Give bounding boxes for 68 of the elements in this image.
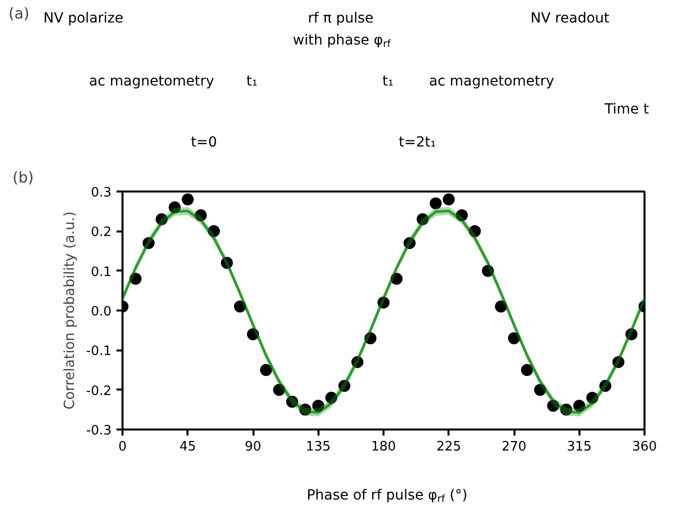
point — [547, 400, 560, 412]
y-tick-label: 0.2 — [90, 225, 112, 240]
point — [273, 384, 286, 396]
x-tick-label: 90 — [244, 440, 262, 454]
text: rf π pulse — [308, 10, 374, 26]
x-tick-label: 0 — [118, 440, 127, 454]
text: ac magnetometry — [429, 74, 554, 90]
text: ac magnetometry — [89, 74, 214, 90]
point — [168, 201, 181, 214]
point — [521, 364, 534, 376]
y-tick-label: 0.1 — [90, 264, 112, 280]
y-tick-label: -0.2 — [86, 384, 112, 399]
point — [156, 213, 168, 226]
point — [312, 400, 324, 412]
y-tick-label: 0.0 — [90, 304, 112, 320]
point — [612, 356, 624, 368]
x-tick-label: 180 — [371, 440, 396, 454]
point — [560, 404, 572, 416]
point — [208, 225, 220, 238]
x-tick-label: 135 — [306, 440, 331, 454]
x-tick-label: 225 — [436, 440, 462, 454]
point — [482, 264, 494, 277]
point — [430, 197, 442, 210]
y-tick-label: 0.3 — [90, 186, 112, 200]
y-tick-label: -0.1 — [86, 344, 112, 360]
point — [364, 332, 376, 344]
chart-title: (b) — [12, 168, 34, 186]
point — [220, 256, 233, 269]
point — [534, 384, 546, 396]
point — [130, 272, 142, 285]
point — [299, 404, 312, 416]
x-tick-label: 360 — [632, 440, 657, 454]
y-tick-label: -0.3 — [86, 424, 112, 438]
point — [260, 364, 272, 376]
x-tick-label: 315 — [566, 440, 592, 454]
point — [142, 237, 155, 250]
x-tick-label: 45 — [179, 440, 196, 454]
point — [247, 328, 259, 340]
point — [442, 193, 455, 206]
text: t₁ — [382, 74, 394, 90]
text: t=0 — [190, 134, 217, 150]
point — [586, 392, 598, 404]
point — [456, 209, 468, 222]
text: t=2t₁ — [398, 134, 436, 150]
text: Time t — [604, 102, 650, 118]
point — [378, 296, 390, 309]
point — [182, 193, 194, 206]
text: NV polarize — [43, 10, 124, 26]
point — [390, 272, 403, 285]
point — [599, 380, 612, 392]
point — [573, 400, 586, 412]
text: (a) — [8, 4, 30, 22]
text: NV readout — [530, 10, 610, 26]
point — [416, 213, 429, 226]
point — [625, 328, 638, 340]
point — [286, 396, 298, 408]
point — [468, 225, 481, 238]
point — [351, 356, 364, 368]
point — [508, 332, 520, 344]
point — [404, 237, 416, 250]
point — [234, 300, 246, 313]
point — [338, 380, 350, 392]
x-tick-label: 270 — [502, 440, 526, 454]
text: t₁ — [246, 74, 258, 90]
point — [494, 300, 507, 313]
point — [194, 209, 207, 222]
y-axis-title: Correlation probability (a.u.) — [62, 211, 78, 410]
point — [325, 392, 338, 404]
